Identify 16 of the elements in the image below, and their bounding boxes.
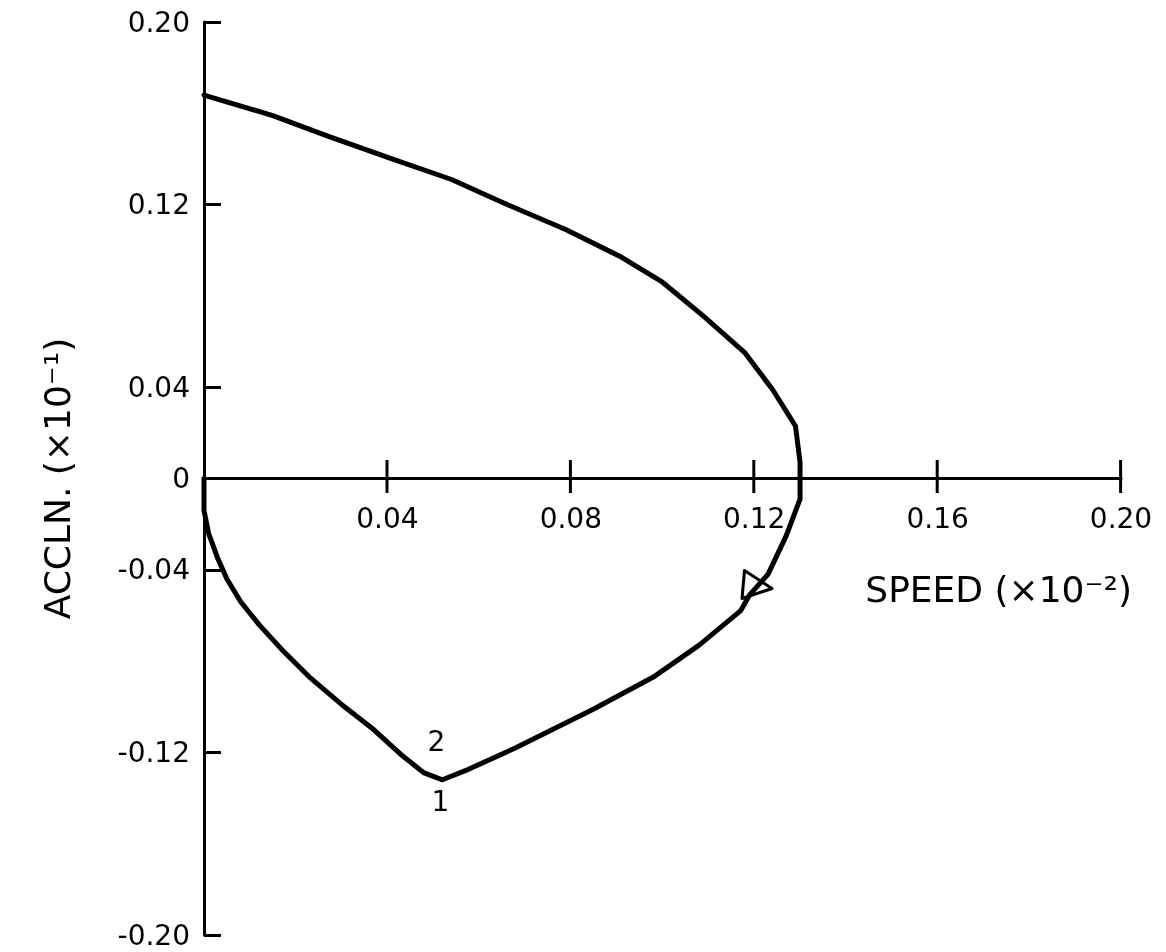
x-tick-label: 0.12 bbox=[723, 502, 786, 535]
y-tick-label: -0.04 bbox=[117, 553, 190, 587]
y-tick-label: 0 bbox=[172, 462, 190, 495]
annotation: 1 bbox=[431, 785, 450, 819]
y-tick-label: 0.12 bbox=[127, 188, 190, 222]
x-tick-label: 0.16 bbox=[906, 502, 969, 535]
y-tick-label: 0.20 bbox=[127, 5, 190, 39]
y-axis-title: ACCLN. (×10⁻¹) bbox=[36, 337, 78, 620]
x-axis-title: SPEED (×10⁻²) bbox=[865, 569, 1132, 610]
x-tick-label: 0.08 bbox=[539, 502, 602, 535]
y-tick-label: 0.04 bbox=[127, 370, 190, 404]
x-tick-label: 0.20 bbox=[1089, 502, 1153, 535]
y-tick-label: -0.12 bbox=[117, 735, 190, 769]
y-tick-label: -0.20 bbox=[117, 918, 190, 952]
x-tick-label: 0.04 bbox=[356, 502, 419, 535]
annotation: 2 bbox=[427, 725, 446, 759]
